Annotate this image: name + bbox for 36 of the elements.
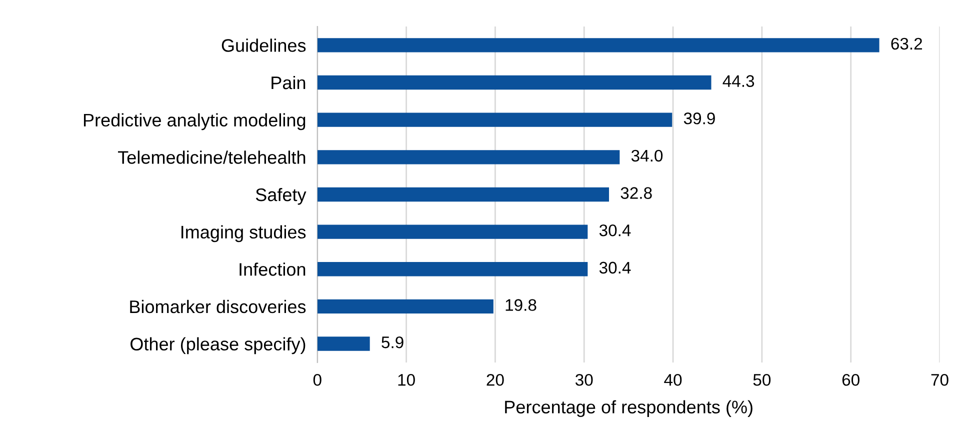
bar: [317, 299, 494, 314]
y-tick-label: Guidelines: [222, 38, 306, 52]
data-label: 30.4: [599, 224, 631, 236]
x-tick-label: 70: [931, 374, 948, 386]
y-tick-label: Safety: [256, 188, 306, 205]
x-tick-label: 0: [313, 374, 322, 386]
data-label: 63.2: [891, 38, 922, 50]
data-label: 5.9: [382, 336, 404, 348]
x-tick-label: 20: [486, 374, 504, 386]
bar: [317, 262, 588, 276]
data-label: 19.8: [506, 299, 536, 311]
bar: [317, 187, 610, 202]
x-tick-label: 10: [398, 374, 415, 386]
bar: [317, 336, 370, 351]
x-tick-label: 30: [575, 374, 593, 386]
y-tick-label: Imaging studies: [181, 225, 306, 242]
bar: [317, 150, 620, 164]
y-tick-label: Predictive analytic modeling: [84, 113, 306, 130]
x-axis-title: Percentage of respondents (%): [505, 400, 752, 418]
y-tick-label: Pain: [272, 76, 306, 90]
data-label: 30.4: [599, 262, 631, 274]
data-label: 44.3: [722, 75, 754, 87]
data-label: 34.0: [631, 150, 663, 162]
y-tick-label: Biomarker discoveries: [130, 300, 306, 314]
y-tick-label: Other (please specify): [130, 337, 306, 354]
bar: [317, 112, 672, 127]
bar: [317, 224, 588, 239]
x-tick-label: 40: [664, 374, 682, 386]
x-tick-label: 60: [842, 374, 860, 386]
x-tick-label: 50: [753, 374, 771, 386]
y-tick-label: Telemedicine/telehealth: [118, 150, 306, 164]
y-tick-label: Infection: [240, 262, 306, 276]
data-label: 32.8: [620, 187, 652, 199]
data-label: 39.9: [684, 112, 715, 124]
bar: [317, 38, 880, 52]
bar: [317, 75, 712, 90]
